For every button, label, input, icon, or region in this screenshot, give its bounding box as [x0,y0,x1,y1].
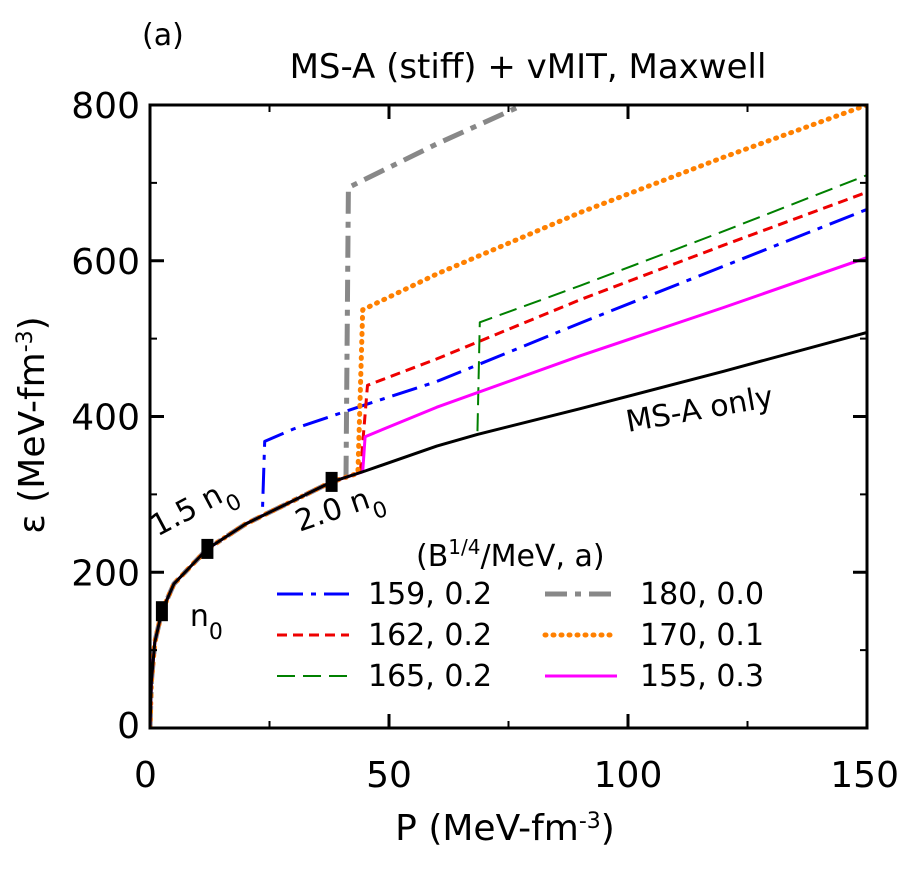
legend-label: 162, 0.2 [368,618,492,653]
series-line-155-0-3 [150,256,867,728]
x-tick-label: 0 [134,755,157,796]
density-marker [201,538,214,559]
legend-label: 170, 0.1 [640,618,764,653]
x-tick-label: 150 [830,755,899,796]
legend-label: 159, 0.2 [368,577,492,612]
density-marker [155,601,168,622]
density-marker-label-sub: 0 [370,496,391,524]
x-tick-label: 50 [366,755,412,796]
x-axis-title: P (MeV-fm-3) [395,808,615,849]
y-tick-label: 800 [71,86,140,127]
density-marker-label: 1.5 n0 [145,471,246,554]
density-marker-label-main: n [190,599,209,634]
legend-label: 165, 0.2 [368,659,492,694]
legend-title: (B1/4/MeV, a) [416,535,605,574]
density-marker [325,471,338,492]
series-line-ms-a-only [150,330,867,728]
y-axis-title-tail: ) [12,316,53,330]
legend: 159, 0.2 180, 0.0 162, 0.2 170, 0.1 165, 0.2… [277,577,764,694]
panel-label: (a) [142,18,184,53]
y-tick-label: 0 [117,706,140,747]
density-marker-label-sub: 0 [222,489,246,518]
y-axis-title-main: ε (MeV-fm [12,352,53,533]
legend-title-pre: (B [416,539,448,574]
y-tick-label: 200 [71,553,140,594]
density-marker-label-main: 1.5 n [145,477,229,544]
chart-title: MS-A (stiff) + vMIT, Maxwell [290,47,767,87]
x-tick-label: 100 [594,755,663,796]
x-axis-title-main: P (MeV-fm [395,808,579,849]
y-tick-label: 400 [71,398,140,439]
x-axis-title-tail: ) [601,808,615,849]
y-tick-label: 600 [71,242,140,283]
y-axis-title: ε (MeV-fm-3) [12,316,53,533]
x-axis-title-sup: -3 [579,809,601,834]
density-marker-label: 2.0 n0 [291,477,391,549]
y-axis-title-sup: -3 [13,330,38,352]
legend-title-sup: 1/4 [448,535,480,559]
legend-label: 155, 0.3 [640,659,764,694]
density-marker-label: n0 [190,599,223,645]
legend-label: 180, 0.0 [640,577,764,612]
density-marker-label-sub: 0 [209,620,223,645]
legend-title-post: /MeV, a) [480,539,604,574]
curve-annotation: MS-A only [623,380,775,440]
